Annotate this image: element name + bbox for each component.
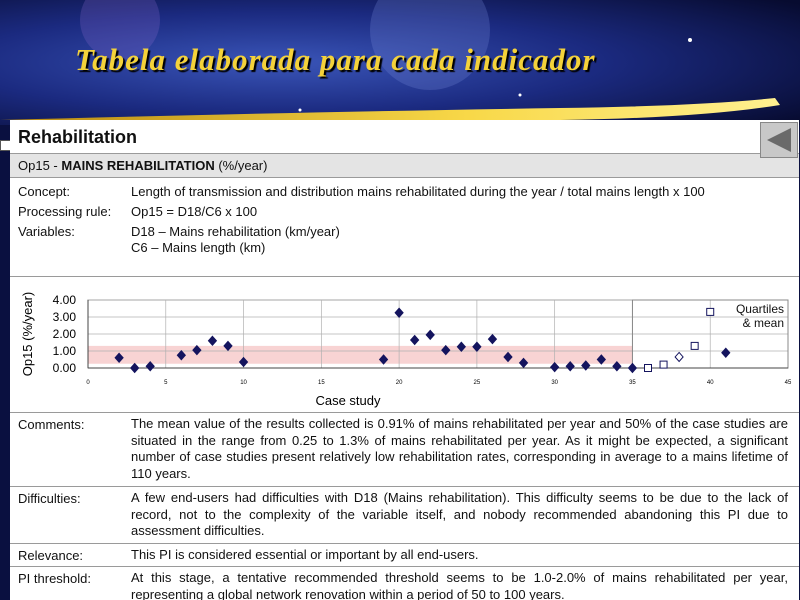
x-tick-label: 20 — [396, 380, 403, 386]
y-tick-label: 2.00 — [53, 327, 77, 341]
document: Rehabilitation Op15 - MAINS REHABILITATI… — [10, 120, 799, 600]
section-title: Rehabilitation — [18, 127, 138, 147]
note-label: PI threshold: — [18, 571, 91, 586]
data-point — [549, 361, 560, 373]
y-axis-label: Op15 (%/year) — [20, 292, 35, 377]
data-point — [487, 333, 498, 345]
slide-title: Tabela elaborada para cada indicador — [75, 42, 596, 77]
indicator-unit: (%/year) — [218, 158, 268, 173]
x-tick-label: 5 — [164, 380, 168, 386]
chart: 0.00 1.00 2.00 3.00 4.00 0 5 10 15 20 25 30 35 40 45 Ca… — [20, 292, 792, 408]
x-tick-label: 35 — [629, 380, 636, 386]
note-row: Comments: The mean value of the results c… — [10, 412, 799, 486]
data-point — [441, 344, 451, 356]
note-row: Relevance: This PI is considered essentia… — [10, 543, 799, 566]
note-label: Relevance: — [18, 548, 84, 563]
data-point — [145, 361, 155, 372]
x-tick-label: 30 — [551, 380, 558, 386]
data-point — [425, 329, 435, 341]
note-label: Comments: — [18, 417, 85, 432]
definition-text: Op15 = D18/C6 x 100 — [131, 204, 258, 219]
y-tick-label: 3.00 — [53, 310, 77, 324]
data-point — [674, 351, 684, 363]
definition-text: C6 – Mains length (km) — [131, 240, 266, 255]
y-tick-label: 1.00 — [53, 344, 77, 358]
x-tick-label: 25 — [474, 380, 481, 386]
data-point — [456, 341, 467, 353]
data-point — [378, 354, 389, 365]
indicator-code: Op15 - — [18, 158, 58, 173]
x-axis-label: Case study — [315, 393, 381, 408]
definition-text: D18 – Mains rehabilitation (km/year) — [131, 224, 340, 239]
data-point — [644, 364, 652, 372]
data-point — [129, 362, 140, 374]
data-point — [472, 341, 482, 353]
note-label: Difficulties: — [18, 491, 81, 506]
data-point — [394, 307, 404, 319]
data-point — [223, 340, 233, 352]
definition-label: Concept: — [18, 184, 71, 199]
indicator-title: Op15 - MAINS REHABILITATION (%/year) — [18, 158, 267, 173]
y-tick-label: 0.00 — [53, 361, 77, 375]
data-point — [596, 354, 607, 365]
note-row: Difficulties: A few end-users had difficu… — [10, 486, 799, 543]
back-button[interactable] — [760, 122, 798, 158]
note-text: At this stage, a tentative recommended t… — [131, 570, 788, 600]
x-tick-label: 10 — [240, 380, 247, 386]
data-point — [176, 349, 187, 361]
slide-background — [0, 0, 800, 125]
note-row: PI threshold: At this stage, a tentative … — [10, 566, 799, 600]
data-point — [409, 334, 420, 346]
back-arrow — [767, 128, 791, 152]
legend: Quartiles & mean — [735, 302, 784, 330]
indicator-row: Op15 - MAINS REHABILITATION (%/year) — [10, 153, 799, 177]
x-tick-label: 45 — [785, 380, 792, 386]
definition-label: Processing rule: — [18, 204, 112, 219]
data-point — [659, 360, 668, 369]
range-band — [88, 345, 633, 364]
note-text: A few end-users had difficulties with D1… — [131, 490, 788, 538]
data-point — [518, 357, 529, 369]
data-point — [114, 352, 124, 364]
data-point — [192, 344, 202, 356]
definition-text: Length of transmission and distribution … — [131, 184, 705, 199]
data-point — [565, 361, 575, 372]
indicator-name: MAINS REHABILITATION — [61, 158, 215, 173]
data-point — [706, 307, 715, 316]
data-point — [238, 356, 249, 368]
data-point — [581, 360, 591, 371]
data-point — [690, 341, 699, 350]
data-point — [612, 361, 622, 372]
data-point — [721, 347, 731, 358]
x-tick-label: 40 — [707, 380, 714, 386]
y-tick-label: 4.00 — [53, 293, 77, 307]
x-tick-label: 0 — [86, 380, 90, 386]
data-point — [207, 335, 218, 347]
data-point — [627, 362, 638, 374]
data-point — [503, 351, 513, 363]
note-text: This PI is considered essential or impor… — [131, 547, 479, 562]
definition-row: Concept: Length of transmission and distr… — [10, 177, 799, 276]
definition-label: Variables: — [18, 224, 75, 239]
legend-label: Quartiles & mean — [735, 302, 784, 330]
x-tick-label: 15 — [318, 380, 325, 386]
note-text: The mean value of the results collected … — [131, 416, 788, 481]
chart-row: 0.00 1.00 2.00 3.00 4.00 0 5 10 15 20 25 30 35 40 45 Ca… — [10, 276, 799, 412]
